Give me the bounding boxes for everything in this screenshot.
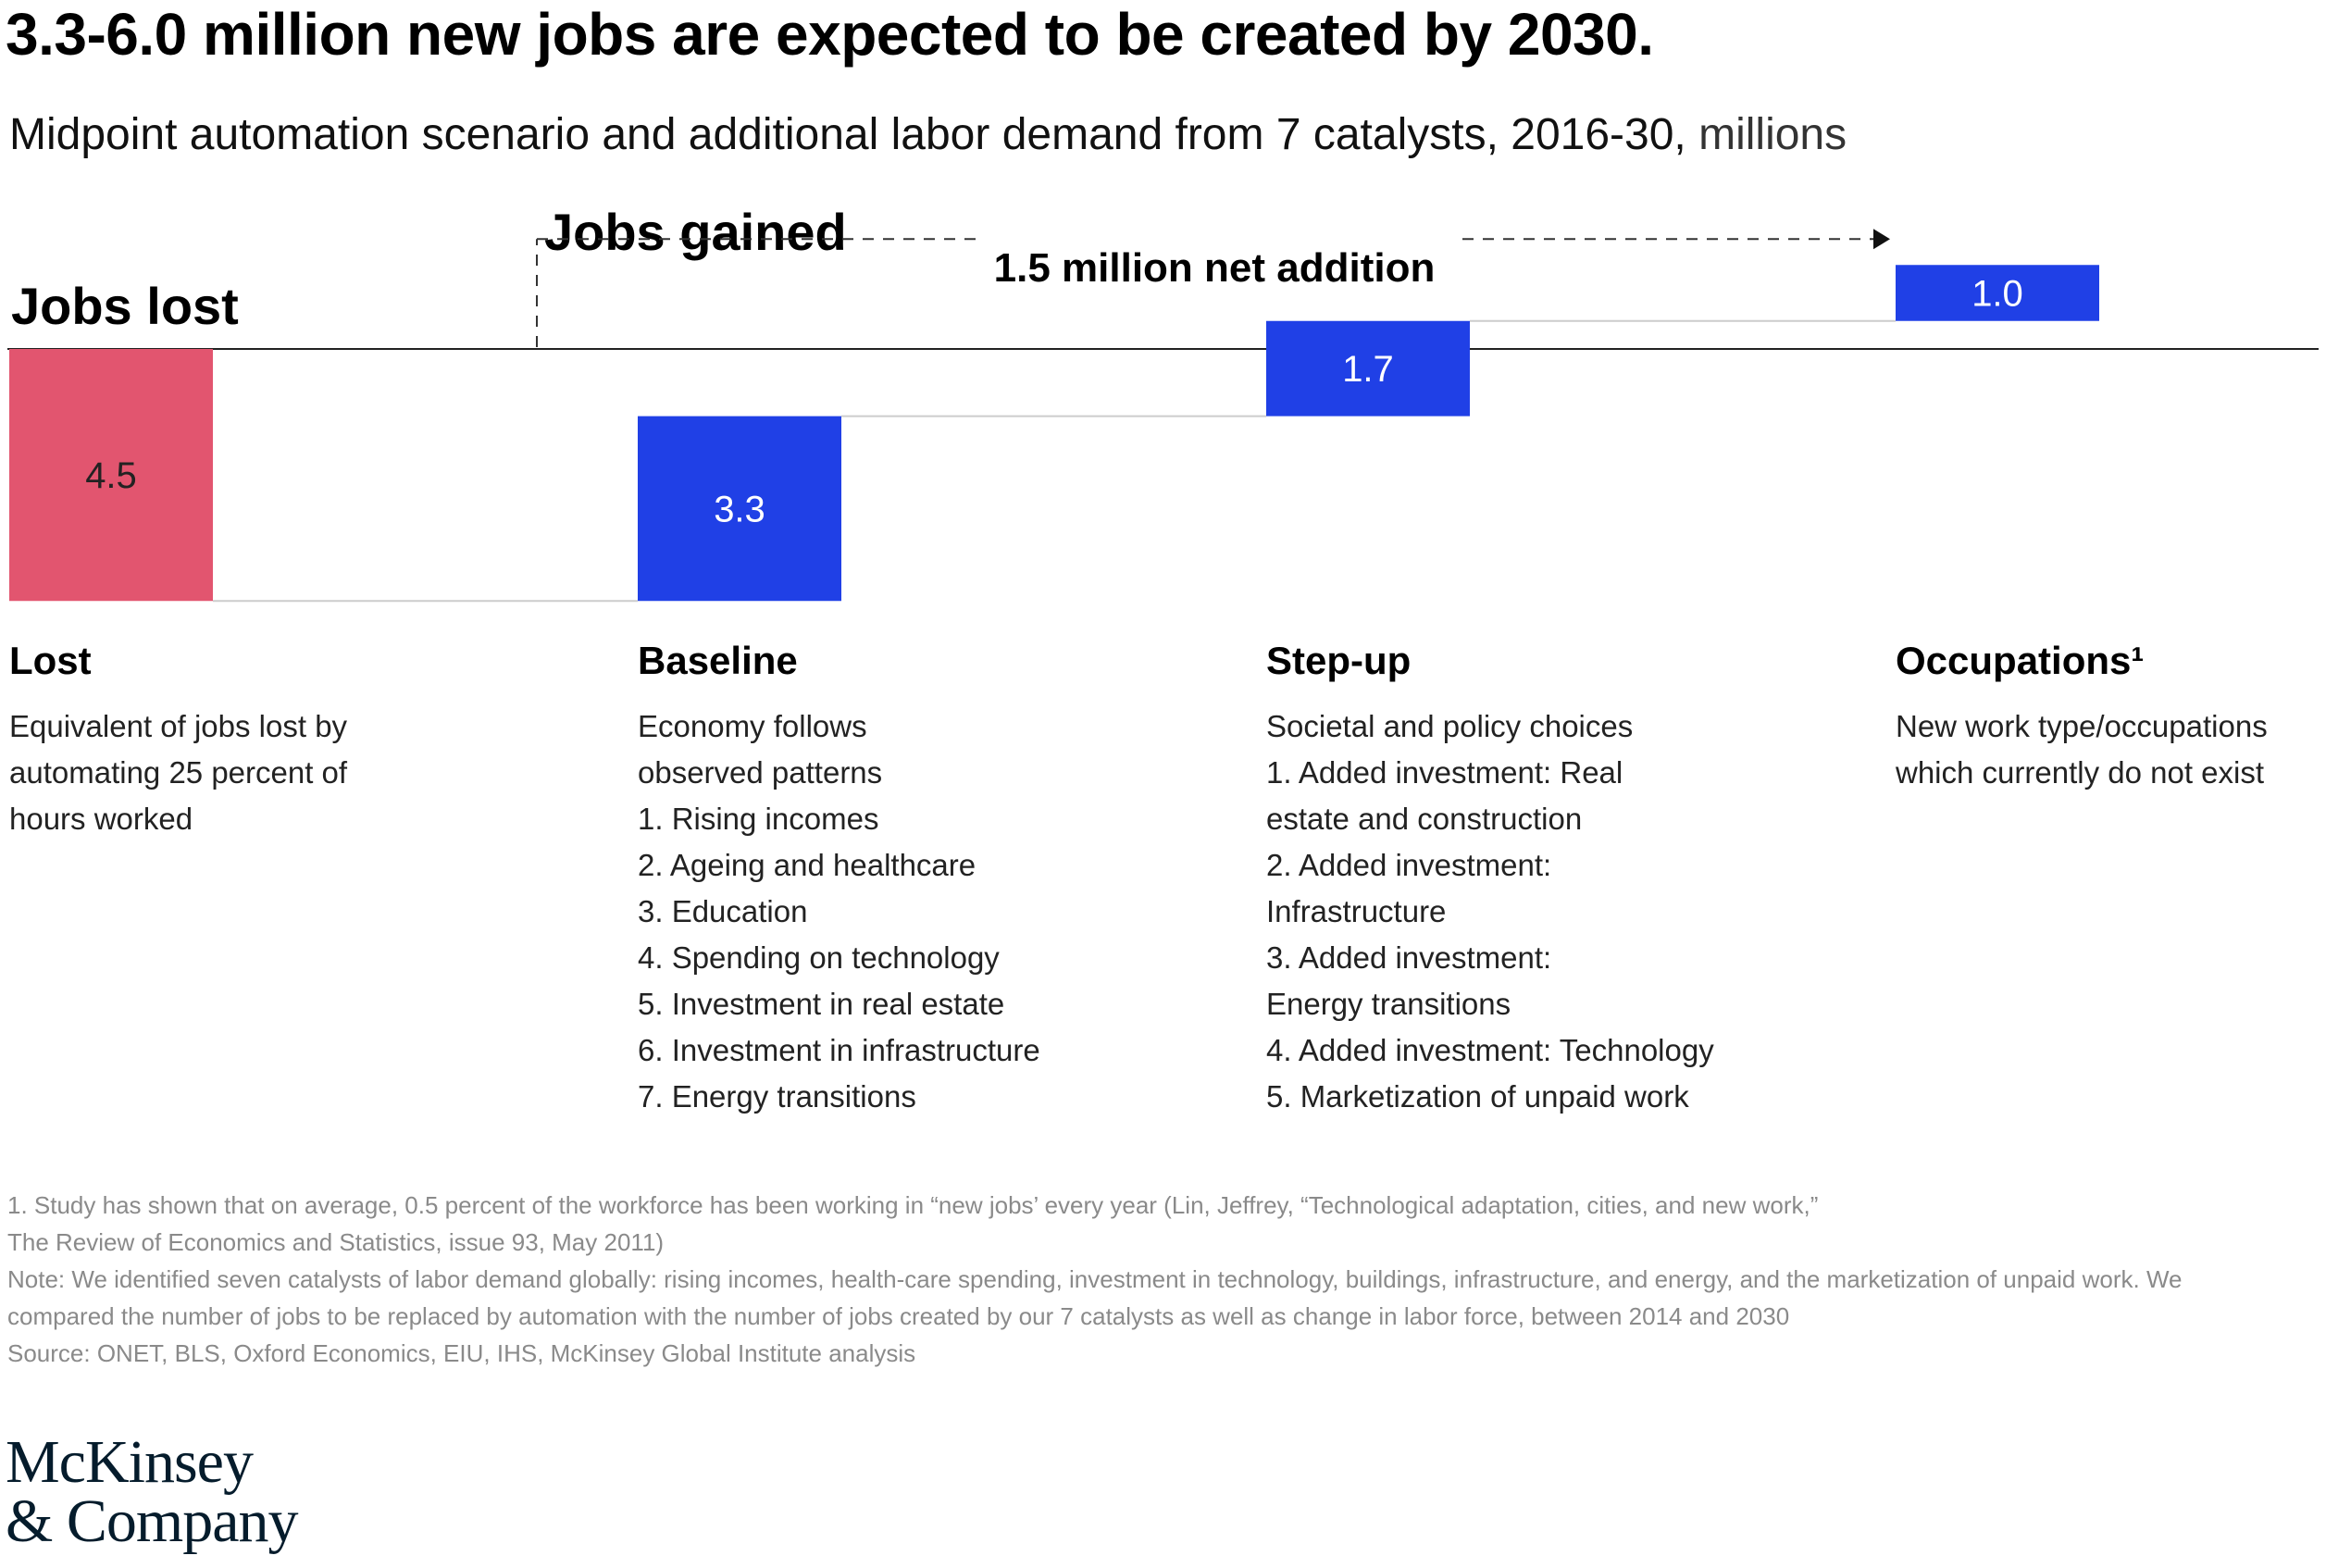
column-description: Economy follows observed patterns 1. Risin… [638, 703, 1212, 1120]
subtitle-unit: millions [1698, 110, 1847, 159]
text-line: estate and construction [1266, 802, 1583, 836]
bar-baseline [638, 416, 841, 602]
logo-line: McKinsey [6, 1428, 254, 1496]
chart-marks: 4.5 3.3 1.7 1.0 [7, 229, 2319, 603]
chart-subtitle: Midpoint automation scenario and additio… [9, 109, 1847, 160]
waterfall-chart: Jobs lost Jobs gained 1.5 million net ad… [7, 203, 2319, 603]
text-line: Economy follows [638, 709, 867, 743]
chart-title: 3.3-6.0 million new jobs are expected to… [6, 1, 1654, 68]
footnotes: 1. Study has shown that on average, 0.5 … [7, 1187, 2303, 1372]
net-addition-label: 1.5 million net addition [994, 245, 1436, 291]
column-description: New work type/occupations which currently… [1896, 703, 2326, 796]
column-heading: Lost [9, 639, 92, 682]
text-line: 4. Added investment: Technology [1266, 1033, 1714, 1067]
bar-lost [9, 349, 213, 602]
bar-value-label: 4.5 [85, 455, 137, 496]
column-occupations: Occupations¹ New work type/occupations wh… [1896, 639, 2326, 796]
bar-occupations [1896, 265, 2099, 321]
text-line: 7. Energy transitions [638, 1079, 916, 1114]
text-line: 1. Added investment: Real [1266, 755, 1623, 790]
column-heading: Step-up [1266, 639, 1412, 682]
subtitle-text: Midpoint automation scenario and additio… [9, 110, 1686, 159]
text-line: Infrastructure [1266, 894, 1447, 928]
bar-value-label: 1.0 [1972, 274, 2023, 315]
jobs-lost-label: Jobs lost [11, 277, 239, 335]
text-line: Energy transitions [1266, 987, 1511, 1021]
text-line: 2. Ageing and healthcare [638, 848, 976, 882]
text-line: 1. Rising incomes [638, 802, 879, 836]
text-line: 6. Investment in infrastructure [638, 1033, 1040, 1067]
text-line: hours worked [9, 802, 193, 836]
logo-line: & Company [6, 1487, 298, 1555]
mckinsey-logo: McKinsey & Company [6, 1428, 298, 1555]
text-line: 5. Marketization of unpaid work [1266, 1079, 1689, 1114]
text-line: 5. Investment in real estate [638, 987, 1005, 1021]
net-arrow-head [1873, 229, 1890, 250]
text-line: 3. Education [638, 894, 808, 928]
text-line: Equivalent of jobs lost by [9, 709, 348, 743]
text-line: Source: ONET, BLS, Oxford Economics, EIU… [7, 1339, 916, 1367]
text-line: compared the number of jobs to be replac… [7, 1302, 1790, 1330]
bar-stepup [1266, 320, 1470, 417]
column-description: Societal and policy choices 1. Added inve… [1266, 703, 1840, 1120]
text-line: New work type/occupations [1896, 709, 2268, 743]
column-baseline: Baseline Economy follows observed pattern… [638, 639, 1212, 1120]
column-heading: Occupations¹ [1896, 639, 2145, 682]
text-line: Societal and policy choices [1266, 709, 1634, 743]
text-line: 1. Study has shown that on average, 0.5 … [7, 1191, 1819, 1219]
column-heading: Baseline [638, 639, 798, 682]
text-line: 3. Added investment: [1266, 940, 1552, 975]
text-line: 4. Spending on technology [638, 940, 1000, 975]
column-lost: Lost Equivalent of jobs lost by automatin… [9, 639, 583, 842]
text-line: observed patterns [638, 755, 883, 790]
column-step-up: Step-up Societal and policy choices 1. Ad… [1266, 639, 1840, 1120]
bar-value-label: 1.7 [1342, 349, 1394, 390]
text-line: The Review of Economics and Statistics, … [7, 1228, 665, 1256]
text-line: which currently do not exist [1896, 755, 2265, 790]
bar-value-label: 3.3 [714, 489, 765, 529]
text-line: automating 25 percent of [9, 755, 348, 790]
text-line: 2. Added investment: [1266, 848, 1552, 882]
text-line: Note: We identified seven catalysts of l… [7, 1265, 2183, 1293]
jobs-gained-label: Jobs gained [544, 203, 847, 261]
column-description: Equivalent of jobs lost by automating 25 … [9, 703, 583, 842]
